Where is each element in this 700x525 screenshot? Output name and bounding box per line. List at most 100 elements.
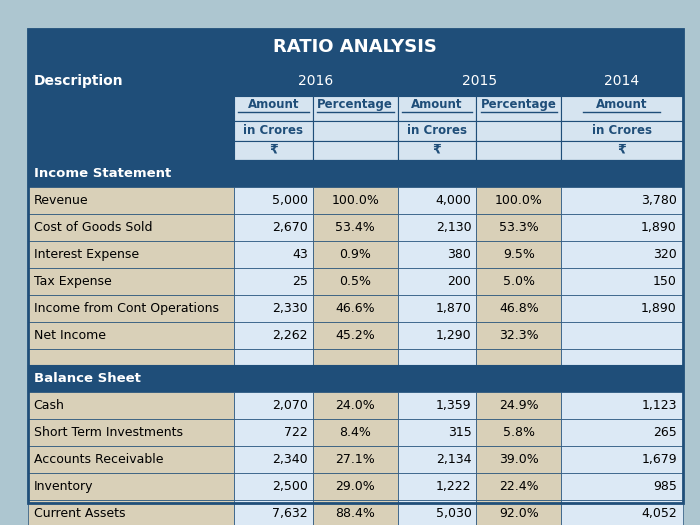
Bar bbox=[313, 472, 398, 500]
Text: Percentage: Percentage bbox=[481, 98, 556, 111]
Text: 0.5%: 0.5% bbox=[340, 275, 371, 288]
Bar bbox=[28, 214, 235, 242]
Text: 9.5%: 9.5% bbox=[503, 248, 535, 261]
Text: Revenue: Revenue bbox=[34, 194, 88, 207]
Bar bbox=[234, 392, 313, 419]
Bar bbox=[398, 500, 476, 525]
Text: 53.4%: 53.4% bbox=[335, 222, 375, 234]
Text: 100.0%: 100.0% bbox=[331, 194, 379, 207]
Bar bbox=[398, 66, 561, 96]
Text: 22.4%: 22.4% bbox=[499, 480, 539, 493]
Text: 8.4%: 8.4% bbox=[340, 426, 371, 439]
Bar bbox=[234, 349, 313, 365]
Bar bbox=[561, 242, 682, 268]
Text: in Crores: in Crores bbox=[407, 124, 467, 137]
Text: Inventory: Inventory bbox=[34, 480, 93, 493]
Text: 2,134: 2,134 bbox=[436, 453, 471, 466]
Text: ₹: ₹ bbox=[617, 144, 626, 157]
Bar bbox=[313, 96, 398, 121]
Bar bbox=[398, 242, 476, 268]
Bar bbox=[313, 242, 398, 268]
Bar bbox=[398, 214, 476, 242]
Text: 100.0%: 100.0% bbox=[495, 194, 542, 207]
Text: 46.6%: 46.6% bbox=[335, 302, 375, 316]
Text: Short Term Investments: Short Term Investments bbox=[34, 426, 183, 439]
Bar bbox=[476, 500, 561, 525]
Text: 2016: 2016 bbox=[298, 74, 334, 88]
Bar bbox=[28, 96, 235, 121]
Text: 150: 150 bbox=[653, 275, 677, 288]
Text: 0.9%: 0.9% bbox=[340, 248, 371, 261]
Bar bbox=[313, 349, 398, 365]
Text: 1,222: 1,222 bbox=[436, 480, 471, 493]
Text: Cost of Goods Sold: Cost of Goods Sold bbox=[34, 222, 152, 234]
Bar bbox=[234, 214, 313, 242]
Text: 46.8%: 46.8% bbox=[499, 302, 539, 316]
Text: RATIO ANALYSIS: RATIO ANALYSIS bbox=[273, 38, 438, 56]
Bar bbox=[28, 472, 235, 500]
Text: 92.0%: 92.0% bbox=[499, 507, 539, 520]
Text: 1,359: 1,359 bbox=[436, 399, 471, 412]
Text: 3,780: 3,780 bbox=[641, 194, 677, 207]
Bar bbox=[561, 392, 682, 419]
Bar bbox=[28, 141, 235, 160]
Bar bbox=[476, 392, 561, 419]
Bar bbox=[398, 446, 476, 472]
Bar bbox=[476, 141, 561, 160]
Text: 5.0%: 5.0% bbox=[503, 275, 535, 288]
Bar bbox=[476, 96, 561, 121]
Bar bbox=[28, 187, 235, 214]
Bar bbox=[313, 295, 398, 322]
Bar bbox=[28, 500, 235, 525]
Bar bbox=[28, 419, 235, 446]
Text: 5,000: 5,000 bbox=[272, 194, 308, 207]
Text: Interest Expense: Interest Expense bbox=[34, 248, 139, 261]
Bar bbox=[28, 349, 235, 365]
Bar bbox=[313, 268, 398, 295]
Bar bbox=[28, 28, 682, 66]
Text: Percentage: Percentage bbox=[317, 98, 393, 111]
Text: 1,890: 1,890 bbox=[641, 302, 677, 316]
Bar bbox=[398, 96, 476, 121]
Bar bbox=[476, 268, 561, 295]
Bar bbox=[561, 446, 682, 472]
Text: ₹: ₹ bbox=[433, 144, 442, 157]
Text: 2,340: 2,340 bbox=[272, 453, 308, 466]
Bar bbox=[561, 419, 682, 446]
Text: 315: 315 bbox=[448, 426, 471, 439]
Bar bbox=[476, 214, 561, 242]
Bar bbox=[234, 96, 313, 121]
Bar bbox=[28, 268, 235, 295]
Bar bbox=[398, 472, 476, 500]
Text: 45.2%: 45.2% bbox=[335, 329, 375, 342]
Text: Income Statement: Income Statement bbox=[34, 167, 171, 181]
Bar bbox=[234, 141, 313, 160]
Bar bbox=[28, 365, 682, 392]
Text: 24.0%: 24.0% bbox=[335, 399, 375, 412]
Text: 39.0%: 39.0% bbox=[499, 453, 539, 466]
Bar bbox=[313, 392, 398, 419]
Text: 5.8%: 5.8% bbox=[503, 426, 535, 439]
Text: 2,070: 2,070 bbox=[272, 399, 308, 412]
Text: 24.9%: 24.9% bbox=[499, 399, 539, 412]
Text: 32.3%: 32.3% bbox=[499, 329, 539, 342]
Bar bbox=[234, 472, 313, 500]
Bar bbox=[28, 322, 235, 349]
Text: 43: 43 bbox=[292, 248, 308, 261]
Text: 7,632: 7,632 bbox=[272, 507, 308, 520]
Text: Net Income: Net Income bbox=[34, 329, 106, 342]
Bar bbox=[398, 268, 476, 295]
Bar bbox=[28, 160, 682, 187]
Bar bbox=[476, 295, 561, 322]
Bar bbox=[561, 322, 682, 349]
Text: 200: 200 bbox=[447, 275, 471, 288]
Bar bbox=[561, 96, 682, 121]
Bar bbox=[398, 322, 476, 349]
Bar bbox=[561, 214, 682, 242]
Bar bbox=[28, 446, 235, 472]
Text: Amount: Amount bbox=[248, 98, 299, 111]
Text: in Crores: in Crores bbox=[592, 124, 652, 137]
Text: 2,330: 2,330 bbox=[272, 302, 308, 316]
Bar bbox=[476, 242, 561, 268]
Text: 2014: 2014 bbox=[604, 74, 640, 88]
